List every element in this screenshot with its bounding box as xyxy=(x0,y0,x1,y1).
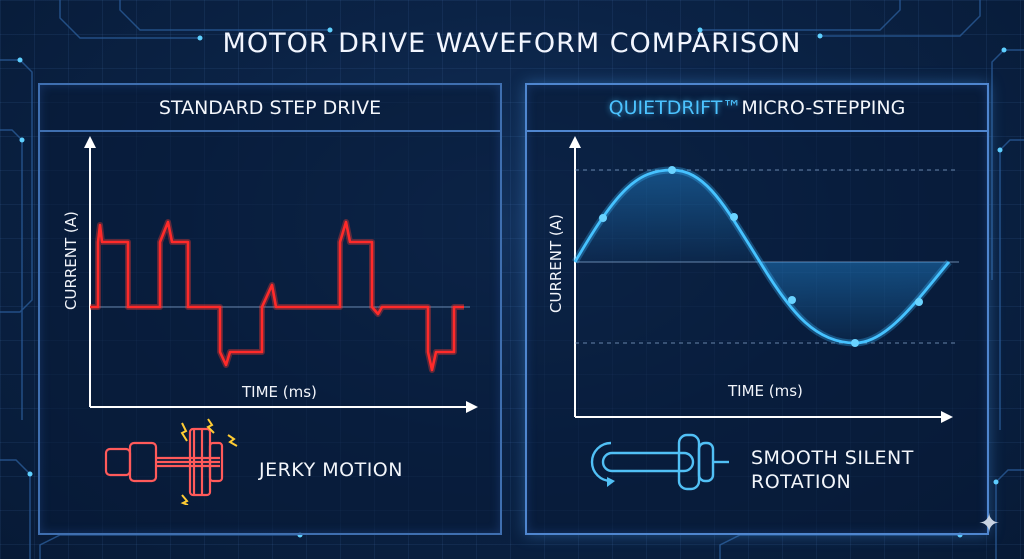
left-y-axis-label: CURRENT (A) xyxy=(62,211,80,310)
x-axis-arrow xyxy=(941,411,953,423)
sparkle-icon: ✦ xyxy=(978,509,1000,539)
left-caption: JERKY MOTION xyxy=(259,459,403,481)
micro-stepping-waveform-chart xyxy=(569,136,959,423)
y-axis-arrow xyxy=(84,136,96,148)
jerky-motor-shaft-icon xyxy=(104,418,238,505)
right-x-axis-label: TIME (ms) xyxy=(728,382,803,400)
micro-stepping-label: MICRO-STEPPING xyxy=(741,96,906,119)
page-title: MOTOR DRIVE WAVEFORM COMPARISON xyxy=(222,28,802,59)
right-caption-line2: ROTATION xyxy=(751,471,852,493)
standard-step-drive-heading: STANDARD STEP DRIVE xyxy=(40,85,500,132)
quietdrift-brand: QUIETDRIFT™ xyxy=(608,96,742,119)
standard-step-drive-panel: STANDARD STEP DRIVE CURRENT (A) TIME (ms… xyxy=(38,83,502,535)
x-axis-arrow xyxy=(466,401,478,413)
right-y-axis-label: CURRENT (A) xyxy=(547,214,565,313)
y-axis-arrow xyxy=(569,136,581,148)
step-waveform xyxy=(90,219,464,373)
left-x-axis-label: TIME (ms) xyxy=(242,383,317,401)
standard-step-waveform-chart xyxy=(84,136,478,413)
right-caption: SMOOTH SILENT ROTATION xyxy=(751,446,914,494)
quietdrift-heading: QUIETDRIFT™ MICRO-STEPPING xyxy=(527,85,987,132)
sine-waveform xyxy=(571,166,952,347)
smooth-motor-shaft-icon xyxy=(590,433,729,491)
quietdrift-panel: QUIETDRIFT™ MICRO-STEPPING xyxy=(525,83,989,535)
right-caption-line1: SMOOTH SILENT xyxy=(751,447,914,469)
